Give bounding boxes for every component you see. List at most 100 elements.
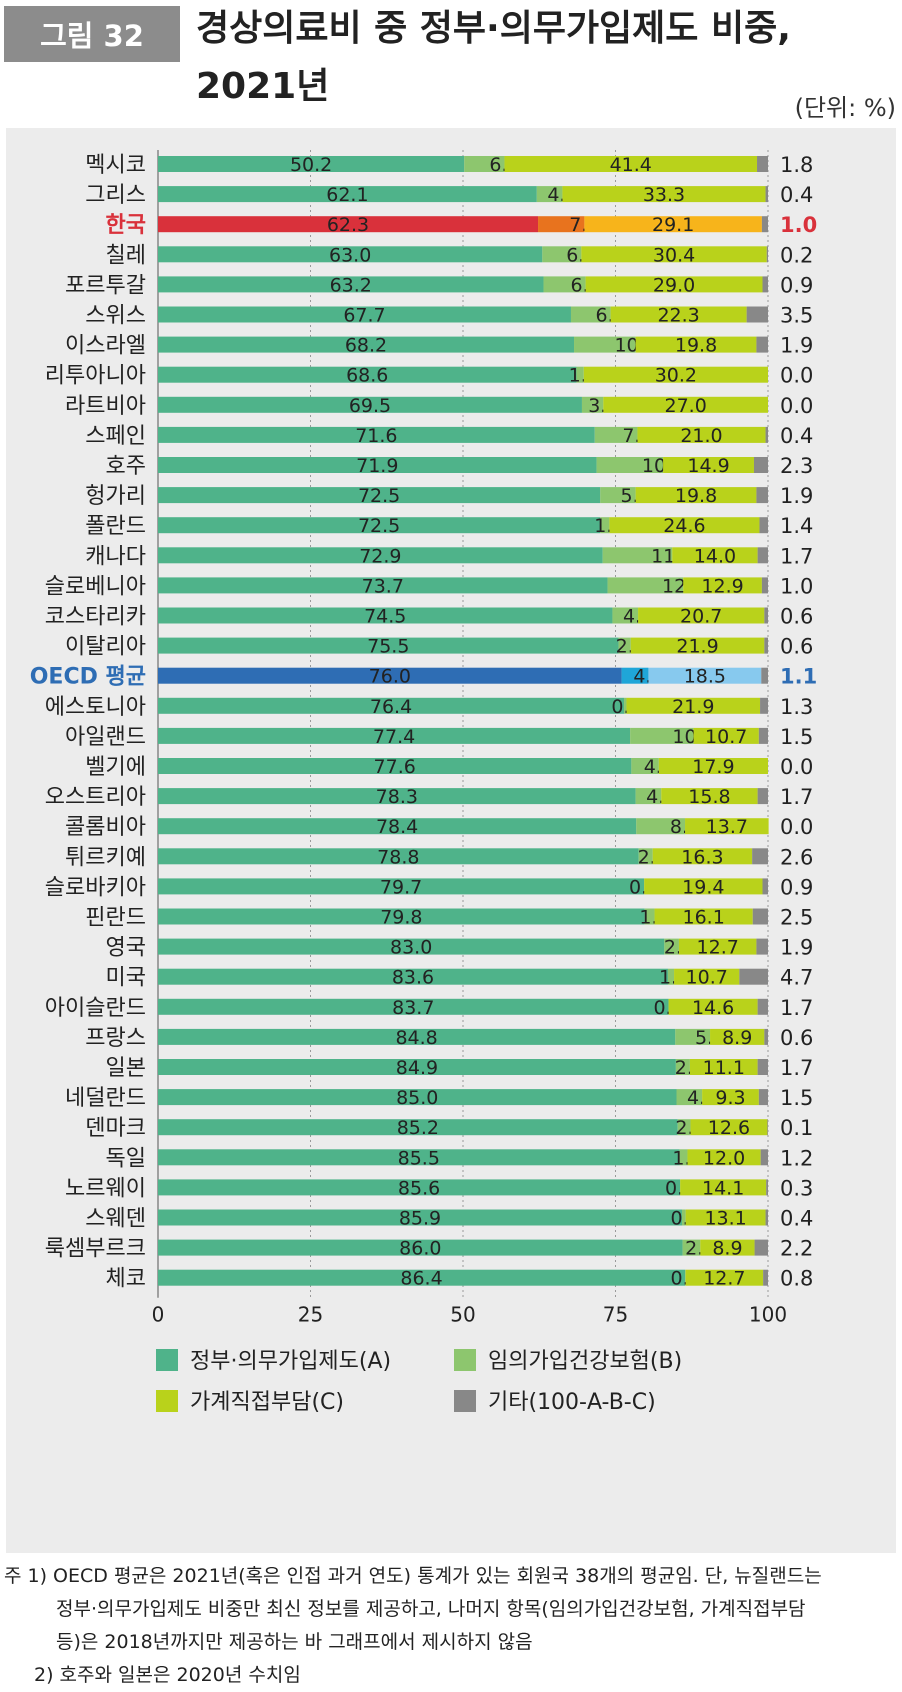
data-label-3: 33.3 (643, 184, 685, 206)
bar-segment-3 (658, 758, 768, 774)
data-label-3: 15.8 (688, 786, 730, 808)
data-label-1: 73.7 (362, 575, 404, 597)
footnote-line-4: 2) 호주와 일본은 2020년 수치임 (34, 1664, 301, 1686)
bar-segment-1 (158, 577, 608, 594)
data-label-other: 0.3 (780, 1176, 813, 1200)
data-label-other: 0.2 (780, 243, 813, 267)
bar-segment-3 (635, 336, 757, 353)
data-label-3: 19.8 (675, 485, 717, 507)
bar-segment-2 (574, 336, 636, 353)
category-label: 슬로바키아 (45, 875, 146, 900)
data-label-3: 14.1 (702, 1177, 744, 1199)
bar-segment-2 (630, 727, 694, 744)
data-label-3: 19.4 (682, 876, 724, 898)
bar-segment-1 (158, 998, 669, 1015)
category-label: 호주 (106, 454, 146, 479)
bar-segment-4 (761, 577, 768, 594)
data-label-3: 12.7 (697, 937, 739, 959)
bar-segment-2 (594, 426, 638, 443)
bar-segment-3 (637, 426, 766, 443)
bar-segment-3 (668, 998, 758, 1015)
bar-segment-3 (581, 246, 767, 263)
bar-segment-2 (675, 1028, 711, 1045)
bar-segment-3 (689, 1059, 758, 1075)
data-label-1: 85.5 (398, 1147, 440, 1169)
data-label-3: 12.6 (708, 1117, 750, 1139)
data-label-other: 3.5 (780, 304, 813, 328)
bar-segment-1 (158, 1269, 686, 1286)
bar-segment-4 (767, 1119, 768, 1136)
legend-label-4: 기타(100-A-B-C) (488, 1390, 656, 1415)
x-tick-label: 100 (749, 1303, 787, 1327)
bar-segment-2 (624, 697, 627, 714)
bar-segment-3 (685, 1209, 766, 1226)
footnote-line-2: 정부·의무가입제도 비중만 최신 정보를 제공하고, 나머지 항목(임의가입건강… (56, 1598, 806, 1620)
data-label-3: 18.5 (684, 666, 726, 688)
data-label-1: 74.5 (364, 606, 406, 628)
data-label-1: 72.9 (359, 545, 401, 567)
data-label-3: 19.8 (675, 335, 717, 357)
data-label-other: 0.1 (780, 1116, 813, 1140)
footnotes: 주 1) OECD 평균은 2021년(혹은 인접 과거 연도) 통계가 있는 … (4, 1560, 898, 1692)
bar-segment-1 (158, 607, 613, 624)
data-label-3: 9.3 (715, 1087, 745, 1109)
bar-segment-2 (631, 758, 659, 774)
data-label-1: 78.3 (376, 786, 418, 808)
data-label-3: 17.9 (692, 756, 734, 778)
bar-segment-1 (158, 336, 575, 353)
data-label-3: 14.9 (687, 455, 729, 477)
bar-segment-4 (763, 1269, 768, 1286)
bar-segment-4 (746, 306, 768, 323)
bar-segment-2 (538, 216, 585, 233)
bar-segment-1 (158, 758, 632, 774)
bar-segment-2 (576, 366, 584, 383)
bar-segment-2 (600, 487, 636, 504)
data-label-1: 78.8 (377, 846, 419, 868)
bar-segment-2 (600, 517, 610, 534)
bar-segment-3 (630, 637, 765, 654)
bar-segment-2 (676, 1089, 703, 1106)
data-label-other: 1.1 (780, 665, 817, 689)
bar-segment-2 (677, 1119, 691, 1136)
data-label-other: 4.7 (780, 966, 813, 990)
legend-swatch-4 (454, 1390, 476, 1412)
data-label-other: 1.7 (780, 785, 813, 809)
bar-segment-3 (672, 547, 758, 564)
bar-segment-3 (663, 457, 754, 473)
legend-swatch-2 (454, 1349, 476, 1371)
data-label-1: 71.9 (356, 455, 398, 477)
data-label-1: 83.7 (392, 997, 434, 1019)
bar-segment-3 (702, 1089, 759, 1106)
data-label-3: 14.0 (694, 545, 736, 567)
category-label: 스위스 (85, 304, 146, 329)
data-label-1: 68.6 (346, 365, 388, 387)
data-label-other: 1.7 (780, 996, 813, 1020)
data-label-1: 71.6 (355, 425, 397, 447)
unit-label: (단위: %) (794, 94, 896, 122)
bar-segment-1 (158, 1059, 676, 1075)
bar-segment-4 (766, 1179, 768, 1196)
data-label-1: 85.9 (399, 1208, 441, 1230)
bar-segment-3 (680, 1179, 767, 1196)
data-label-other: 0.9 (780, 273, 813, 297)
data-label-3: 21.0 (680, 425, 722, 447)
bar-segment-2 (667, 968, 675, 985)
category-label: 그리스 (85, 183, 146, 208)
category-label: 벨기에 (85, 755, 146, 780)
data-label-1: 85.2 (397, 1117, 439, 1139)
data-label-other: 0.4 (780, 183, 813, 207)
bar-segment-1 (158, 1119, 678, 1136)
category-label: 스페인 (85, 424, 146, 449)
bar-segment-2 (682, 1239, 701, 1256)
category-label: 미국 (106, 966, 146, 991)
data-label-other: 1.3 (780, 695, 813, 719)
bar-segment-2 (679, 1149, 688, 1166)
data-label-3: 29.0 (653, 274, 695, 296)
figure-number-tag: 그림 32 (4, 6, 180, 62)
data-label-other: 0.8 (780, 1267, 813, 1291)
bar-segment-4 (739, 968, 768, 985)
bar-segment-3 (635, 487, 757, 504)
data-label-1: 63.2 (330, 274, 372, 296)
bar-segment-3 (687, 1149, 761, 1166)
data-label-3: 21.9 (676, 636, 718, 658)
